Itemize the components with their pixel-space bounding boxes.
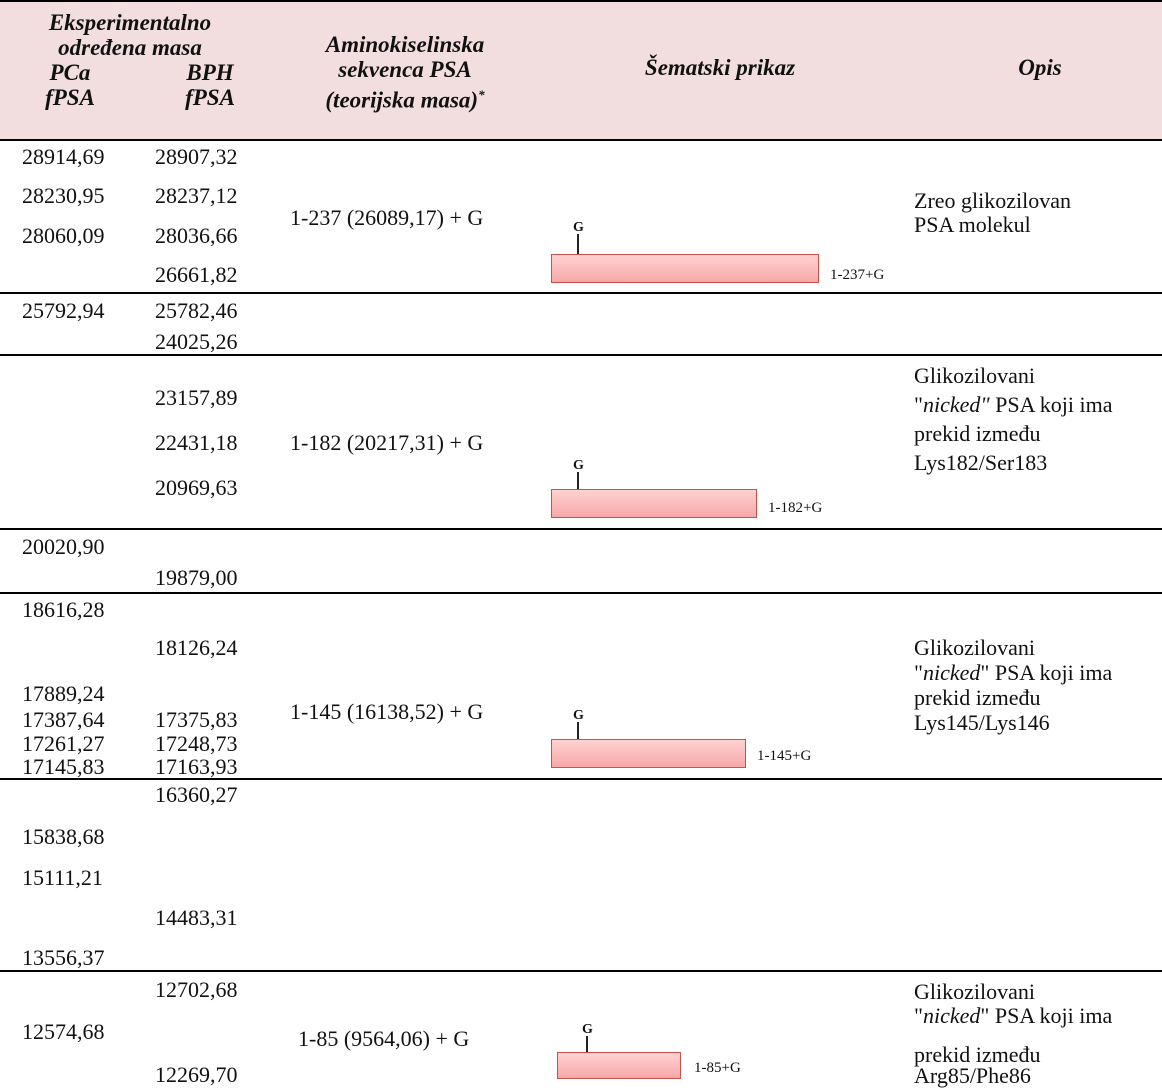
pca-value: 28060,09	[22, 223, 105, 248]
pca-value: 15838,68	[22, 824, 105, 849]
glycan-stem	[577, 472, 579, 489]
glycan-stem	[586, 1036, 588, 1052]
bph-value: 16360,27	[155, 782, 238, 807]
sequence-cell: 1-182 (20217,31) + G	[290, 430, 484, 455]
bph-value: 26661,82	[155, 262, 238, 287]
bph-value: 28036,66	[155, 223, 238, 248]
header-pca-line2: fPSA	[45, 85, 95, 110]
bph-value: 23157,89	[155, 385, 238, 410]
bar-label: 1-145+G	[757, 748, 812, 764]
description-line: Glikozilovani	[914, 979, 1035, 1004]
pca-value: 13556,37	[22, 945, 105, 970]
table-header	[0, 0, 1162, 140]
header-seq-line3: (teorijska masa)	[325, 87, 479, 113]
header-seq-footnote-mark: *	[478, 87, 485, 102]
bph-value: 25782,46	[155, 298, 238, 323]
header-pca-line1: PCa	[49, 60, 91, 85]
sequence-bar	[551, 739, 746, 768]
bph-value: 18126,24	[155, 635, 238, 660]
description-line: Glikozilovani	[914, 363, 1035, 388]
description-line: Arg85/Phe86	[914, 1063, 1031, 1088]
bph-value: 17248,73	[155, 731, 238, 756]
description-line: prekid između	[914, 421, 1041, 446]
glycan-stem	[577, 234, 579, 254]
pca-value: 25792,94	[22, 298, 105, 323]
pca-value: 18616,28	[22, 597, 105, 622]
bph-value: 12269,70	[155, 1062, 238, 1087]
bph-value: 17163,93	[155, 754, 238, 779]
sequence-cell: 1-85 (9564,06) + G	[298, 1026, 470, 1051]
row-rule	[0, 970, 1162, 972]
header-experimental-mass: Eksperimentalno određena masa	[10, 10, 250, 60]
header-bph-line2: fPSA	[185, 85, 235, 110]
header-scheme: Šematski prikaz	[644, 55, 796, 80]
row-rule	[0, 592, 1162, 594]
bph-value: 12702,68	[155, 977, 238, 1002]
description-line: Glikozilovani	[914, 635, 1035, 660]
description-line: prekid između	[914, 685, 1041, 710]
header-bph-line1: BPH	[186, 60, 234, 85]
description-line: Lys182/Ser183	[914, 450, 1048, 475]
bph-value: 24025,26	[155, 329, 238, 354]
header-pca: PCa fPSA	[20, 60, 120, 110]
pca-value: 17261,27	[22, 731, 105, 756]
row-rule	[0, 292, 1162, 294]
pca-value: 17889,24	[22, 681, 105, 706]
description-line: PSA molekul	[914, 212, 1031, 237]
header-seq-line1: Aminokiselinska	[325, 32, 485, 57]
bar-label: 1-182+G	[768, 500, 823, 516]
bar-label: 1-85+G	[694, 1060, 741, 1076]
pca-value: 15111,21	[22, 865, 103, 890]
glycan-stem	[577, 722, 579, 739]
top-rule	[0, 0, 1162, 2]
description-line: "nicked" PSA koji ima	[914, 392, 1113, 417]
description-line: prekid između	[914, 1042, 1041, 1067]
header-description: Opis	[1018, 55, 1062, 80]
pca-value: 28914,69	[22, 144, 105, 169]
description-line: "nicked" PSA koji ima	[914, 660, 1113, 685]
row-rule	[0, 528, 1162, 530]
bar-label: 1-237+G	[830, 267, 885, 283]
sequence-bar	[551, 489, 757, 518]
glycan-label: G	[573, 220, 584, 235]
bph-value: 28907,32	[155, 144, 238, 169]
pca-value: 17145,83	[22, 754, 105, 779]
sequence-bar	[557, 1052, 681, 1079]
description-line: Zreo glikozilovan	[914, 188, 1072, 213]
glycan-label: G	[573, 458, 584, 473]
sequence-cell: 1-145 (16138,52) + G	[290, 699, 484, 724]
glycan-label: G	[573, 708, 584, 723]
header-seq-line2: sekvenca PSA	[338, 57, 472, 82]
bph-value: 22431,18	[155, 430, 238, 455]
bph-value: 20969,63	[155, 475, 238, 500]
header-exp-line1: Eksperimentalno	[48, 10, 212, 35]
description-line: Lys145/Lys146	[914, 710, 1050, 735]
header-bottom-rule	[0, 139, 1162, 141]
header-exp-line2: određena masa	[58, 35, 202, 60]
glycan-label: G	[582, 1022, 593, 1037]
bph-value: 19879,00	[155, 565, 238, 590]
pca-value: 20020,90	[22, 534, 105, 559]
sequence-bar	[551, 254, 819, 283]
bph-value: 28237,12	[155, 183, 238, 208]
pca-value: 28230,95	[22, 183, 105, 208]
description-line: "nicked" PSA koji ima	[914, 1003, 1113, 1028]
header-sequence: Aminokiselinska sekvenca PSA (teorijska …	[290, 32, 520, 113]
header-bph: BPH fPSA	[150, 60, 270, 110]
bph-value: 17375,83	[155, 707, 238, 732]
pca-value: 12574,68	[22, 1019, 105, 1044]
sequence-cell: 1-237 (26089,17) + G	[290, 205, 484, 230]
row-rule	[0, 354, 1162, 356]
row-rule	[0, 778, 1162, 780]
pca-value: 17387,64	[22, 707, 105, 732]
bph-value: 14483,31	[155, 905, 238, 930]
